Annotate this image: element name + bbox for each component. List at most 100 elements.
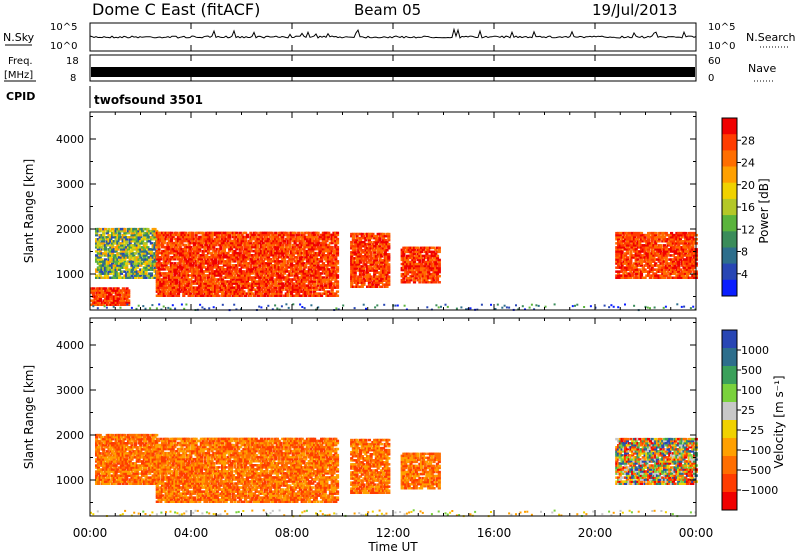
- data-cell: [206, 233, 211, 237]
- data-cell: [173, 288, 177, 291]
- data-cell: [228, 274, 232, 277]
- data-cell: [664, 231, 668, 235]
- data-cell: [162, 282, 166, 285]
- data-cell: [300, 276, 304, 279]
- data-cell: [208, 247, 212, 251]
- data-cell: [309, 245, 313, 249]
- data-cell: [432, 264, 436, 268]
- data-cell: [267, 292, 271, 295]
- data-cell: [414, 274, 418, 278]
- data-cell: [189, 251, 193, 255]
- data-cell: [119, 248, 123, 251]
- data-cell: [265, 284, 269, 287]
- data-cell: [367, 238, 371, 242]
- data-cell: [155, 280, 159, 283]
- data-cell: [647, 238, 651, 241]
- data-cell: [114, 227, 118, 231]
- data-cell: [144, 274, 148, 277]
- data-cell: [121, 299, 125, 302]
- data-cell: [212, 282, 216, 285]
- data-cell: [198, 276, 202, 279]
- data-cell: [387, 263, 391, 266]
- data-cell: [135, 256, 139, 259]
- data-cell: [307, 239, 311, 243]
- data-cell: [208, 292, 212, 295]
- data-cell: [249, 264, 253, 267]
- data-cell: [162, 249, 166, 253]
- data-cell: [282, 268, 287, 271]
- data-cell: [254, 274, 258, 277]
- data-cell: [409, 250, 413, 254]
- data-cell: [180, 247, 184, 251]
- data-cell: [666, 276, 670, 279]
- data-cell: [411, 272, 415, 276]
- data-cell: [682, 276, 686, 279]
- data-cell: [237, 294, 241, 297]
- data-cell: [206, 249, 211, 253]
- data-cell: [432, 262, 436, 266]
- data-cell: [98, 242, 102, 245]
- data-cell: [691, 248, 695, 251]
- data-cell: [105, 260, 109, 263]
- data-cell: [416, 250, 420, 254]
- data-cell: [199, 268, 203, 271]
- data-cell: [414, 266, 418, 270]
- data-cell: [235, 286, 239, 289]
- data-cell: [418, 268, 422, 272]
- data-cell: [144, 244, 148, 247]
- data-cell: [206, 288, 211, 291]
- data-cell: [112, 231, 116, 235]
- data-cell: [247, 276, 251, 279]
- data-cell: [135, 238, 139, 241]
- data-cell: [675, 262, 679, 265]
- data-cell: [199, 258, 203, 261]
- data-cell: [180, 270, 184, 273]
- data-cell: [249, 268, 253, 271]
- data-cell: [281, 239, 285, 243]
- data-cell: [362, 281, 366, 284]
- data-cell: [300, 270, 304, 273]
- data-cell: [350, 281, 354, 284]
- data-cell: [214, 260, 218, 263]
- data-cell: [274, 292, 278, 295]
- data-cell: [254, 262, 258, 265]
- data-cell: [270, 284, 274, 287]
- data-cell: [678, 256, 682, 259]
- data-cell: [366, 271, 370, 274]
- data-cell: [159, 243, 163, 247]
- data-cell: [102, 233, 106, 237]
- data-cell: [157, 256, 161, 259]
- data-cell: [405, 270, 410, 274]
- data-cell: [304, 266, 308, 269]
- data-cell: [314, 243, 318, 247]
- data-cell: [691, 258, 695, 261]
- data-cell: [374, 275, 378, 278]
- data-cell: [217, 274, 221, 277]
- data-cell: [251, 276, 255, 279]
- data-cell: [238, 243, 242, 247]
- data-cell: [268, 294, 272, 297]
- data-cell: [168, 272, 172, 275]
- data-cell: [320, 294, 324, 297]
- data-cell: [107, 254, 111, 257]
- data-cell: [631, 238, 635, 241]
- data-cell: [661, 256, 665, 259]
- data-cell: [254, 270, 258, 273]
- data-cell: [261, 251, 265, 255]
- data-cell: [109, 264, 113, 267]
- data-cell: [208, 243, 212, 247]
- data-cell: [215, 256, 219, 259]
- data-cell: [251, 286, 255, 289]
- data-cell: [374, 242, 378, 246]
- data-cell: [130, 233, 134, 237]
- data-cell: [334, 294, 338, 297]
- data-cell: [226, 231, 230, 235]
- data-cell: [327, 262, 331, 265]
- data-cell: [258, 276, 262, 279]
- data-cell: [100, 289, 104, 292]
- data-cell: [420, 272, 424, 276]
- data-cell: [325, 233, 329, 237]
- data-cell: [687, 258, 691, 261]
- data-cell: [235, 282, 239, 285]
- data-cell: [224, 241, 228, 245]
